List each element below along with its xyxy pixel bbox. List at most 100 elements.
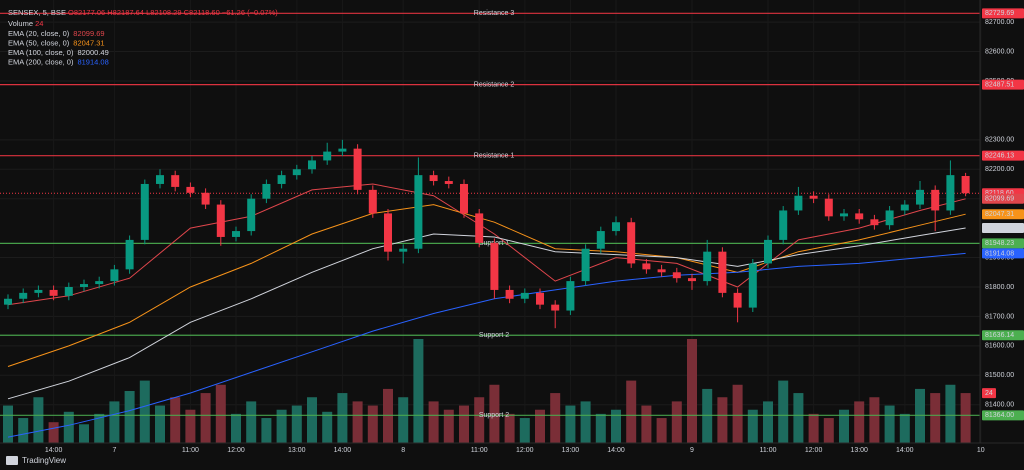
candle-body: [748, 263, 757, 308]
level-name: Support 2: [479, 332, 509, 339]
x-tick-label: 7: [112, 447, 116, 454]
candle-body: [946, 175, 955, 211]
candle-body: [885, 210, 894, 226]
level-name: Support 2: [479, 412, 509, 419]
volume-bar: [763, 401, 773, 443]
symbol: SENSEX, 5, BSE: [8, 8, 66, 17]
candle-body: [824, 198, 833, 217]
candle-body: [840, 213, 848, 217]
y-tick-label: 81600.00: [985, 343, 1014, 350]
candle-body: [34, 289, 43, 293]
x-tick-label: 11:00: [471, 447, 488, 454]
volume-bar: [899, 413, 910, 443]
candle-body: [232, 231, 240, 237]
level-price-box: [982, 410, 1024, 421]
x-tick-label: 11:00: [760, 447, 777, 454]
candle-body: [612, 222, 620, 232]
candle-body: [353, 148, 362, 190]
candle-body: [764, 239, 772, 264]
volume-bar: [960, 393, 971, 443]
y-tick-label: 82600.00: [985, 48, 1014, 55]
x-tick-label: 10: [977, 447, 985, 454]
candle-body: [733, 292, 742, 308]
volume-bar: [747, 409, 758, 443]
candle-body: [156, 175, 164, 184]
candle-body: [247, 198, 256, 232]
ema-line: [7, 204, 966, 367]
candle-body: [718, 251, 727, 293]
volume-bar: [656, 418, 667, 443]
volume-bar: [793, 393, 804, 443]
volume-bar: [687, 339, 697, 443]
volume-bar: [945, 384, 956, 443]
candle-body: [399, 248, 408, 252]
candle-body: [688, 278, 696, 282]
volume-bar: [459, 405, 469, 443]
volume-bar: [322, 411, 333, 443]
volume-bar: [671, 401, 682, 443]
y-tick-label: 82200.00: [985, 166, 1014, 173]
ohlc: O82177.06: [68, 8, 105, 17]
volume-bar: [33, 397, 44, 443]
y-tick-label: 81800.00: [985, 284, 1014, 291]
volume-bar: [443, 409, 454, 443]
volume-bar: [79, 424, 89, 443]
volume-bar: [595, 413, 606, 443]
ema-line: [7, 183, 966, 306]
volume-bar: [231, 413, 241, 443]
y-tick-label: 82700.00: [985, 19, 1014, 26]
volume-bar: [839, 409, 849, 443]
candle-body: [125, 239, 134, 270]
candle-body: [460, 183, 468, 214]
level-price-box: [982, 238, 1024, 249]
volume-bar: [383, 388, 393, 443]
brand-logo: [6, 456, 18, 465]
candle-body: [900, 204, 909, 211]
ema-line: [7, 252, 966, 438]
candle-body: [216, 204, 225, 237]
volume-bar: [808, 413, 819, 443]
level-price-text: 81364.00: [985, 412, 1014, 419]
ema-price-text: 81914.08: [985, 250, 1014, 257]
volume-bar: [185, 409, 196, 443]
volume-bar: [854, 401, 865, 443]
volume-bar: [702, 388, 713, 443]
volume-bar: [246, 401, 257, 443]
volume-bar: [276, 409, 287, 443]
level-name: Resistance 3: [474, 10, 515, 17]
candle-body: [916, 189, 924, 205]
ema-value: 82047.31: [73, 38, 104, 47]
volume-bar: [3, 405, 13, 443]
volume-bar: [884, 405, 895, 443]
level-price-box: [982, 150, 1024, 161]
volume-bar: [778, 380, 789, 443]
volume-legend: Volume 24: [8, 19, 43, 28]
volume-bar: [48, 422, 59, 443]
volume-bar: [155, 405, 165, 443]
ema-price-text: 82099.69: [985, 196, 1014, 203]
volume-bar: [565, 405, 576, 443]
ema-name: EMA (20, close, 0): [8, 29, 70, 38]
candle-body: [779, 210, 788, 240]
candle-body: [384, 213, 392, 252]
candle-body: [809, 195, 818, 199]
level-price-text: 82729.69: [985, 10, 1014, 17]
brand: TradingView: [6, 456, 66, 465]
candle-body: [19, 292, 28, 299]
ohlc: H82187.64: [107, 8, 144, 17]
level-price-text: 81636.14: [985, 332, 1014, 339]
candle-body: [186, 186, 195, 193]
volume-bar: [504, 413, 515, 443]
header: SENSEX, 5, BSE O82177.06 H82187.64 L8210…: [8, 8, 278, 28]
level-price-box: [982, 79, 1024, 90]
volume-bar: [869, 397, 880, 443]
level-price-box: [982, 330, 1024, 341]
candle-body: [596, 231, 605, 249]
volume-bar: [550, 393, 561, 443]
x-tick-label: 11:00: [182, 447, 199, 454]
volume-bar: [261, 418, 272, 443]
volume-bar: [930, 393, 941, 443]
ohlc: −61.26 (−0.07%): [222, 8, 278, 17]
candle-body: [308, 160, 316, 170]
